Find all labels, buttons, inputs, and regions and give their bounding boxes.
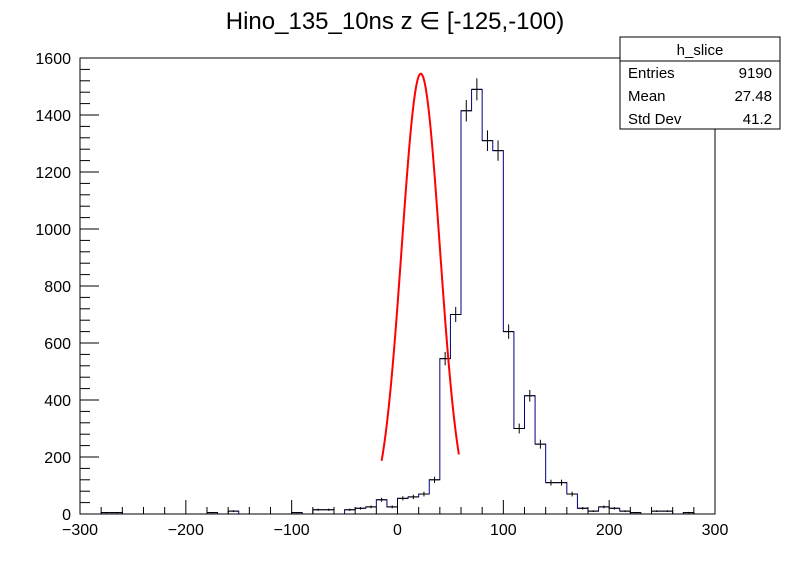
histogram-bin: [588, 510, 599, 513]
stats-box-frame: [619, 36, 781, 130]
histogram-bin: [418, 491, 430, 497]
x-tick-label: −200: [168, 522, 204, 539]
histogram-bin: [471, 78, 483, 101]
histogram-bin: [598, 505, 610, 509]
y-tick-label: 1200: [35, 165, 71, 182]
y-tick-label: 600: [44, 336, 71, 353]
y-tick-label: 1400: [35, 108, 71, 125]
histogram-bin: [556, 479, 567, 486]
y-tick-label: 800: [44, 279, 71, 296]
stats-box-title: h_slice: [677, 42, 724, 59]
histogram-bin: [355, 507, 366, 510]
histogram-bin: [397, 496, 409, 501]
x-tick-label: 100: [490, 522, 517, 539]
histogram-bin: [482, 130, 493, 151]
plot-area: [80, 72, 715, 515]
histogram-bin: [312, 508, 324, 511]
histogram-bin: [461, 100, 472, 122]
histogram-bin: [323, 508, 334, 511]
histogram-bin: [291, 511, 303, 514]
histogram-bin: [577, 507, 588, 510]
histogram-bin: [492, 140, 504, 161]
stats-entries-label: Entries: [628, 65, 675, 82]
stats-stddev-label: Std Dev: [628, 111, 682, 128]
histogram-bin: [228, 510, 239, 513]
histogram-bin: [429, 476, 440, 483]
x-tick-label: 200: [596, 522, 623, 539]
stats-mean-value: 27.48: [734, 88, 772, 105]
histogram-bin: [408, 494, 419, 500]
y-tick-label: 0: [62, 507, 71, 524]
histogram-bin: [503, 324, 514, 339]
histogram-bin: [609, 507, 620, 510]
stats-mean-label: Mean: [628, 88, 666, 105]
axes: −300 −200 −100 0 100 200 300 0 200 400 600 800 1000 1…: [35, 51, 728, 539]
histogram-bin: [662, 510, 673, 513]
histogram-bin: [630, 511, 641, 514]
histogram-bin: [535, 439, 546, 449]
histogram-bin: [376, 497, 387, 502]
histogram-bin: [683, 511, 694, 514]
stats-stddev-value: 41.2: [743, 111, 772, 128]
histogram-bin: [545, 479, 557, 486]
histogram-bin: [101, 511, 112, 514]
histogram-bin: [207, 511, 218, 514]
stats-box: h_slice Entries 9190 Mean 27.48 Std Dev …: [619, 36, 781, 130]
x-tick-label: 300: [702, 522, 729, 539]
histogram-bin: [524, 389, 536, 402]
histogram-bin: [111, 511, 123, 514]
stats-entries-value: 9190: [739, 65, 772, 82]
gaussian-fit-curve: [380, 72, 460, 461]
chart-title: Hino_135_10ns z ∈ [-125,-100): [226, 8, 564, 35]
histogram-bin: [566, 491, 578, 497]
histogram-bin: [344, 508, 356, 511]
histogram-bin: [651, 510, 663, 513]
y-tick-label: 1000: [35, 222, 71, 239]
y-tick-label: 200: [44, 450, 71, 467]
x-tick-label: −100: [274, 522, 310, 539]
histogram-bin: [365, 505, 377, 509]
x-tick-label: −300: [62, 522, 98, 539]
histogram-bin: [450, 306, 461, 323]
histogram-bin: [513, 423, 525, 434]
histogram-bin: [619, 510, 631, 513]
histogram-bin: [386, 505, 398, 509]
y-tick-label: 1600: [35, 51, 71, 68]
x-tick-label: 0: [393, 522, 402, 539]
y-tick-label: 400: [44, 393, 71, 410]
